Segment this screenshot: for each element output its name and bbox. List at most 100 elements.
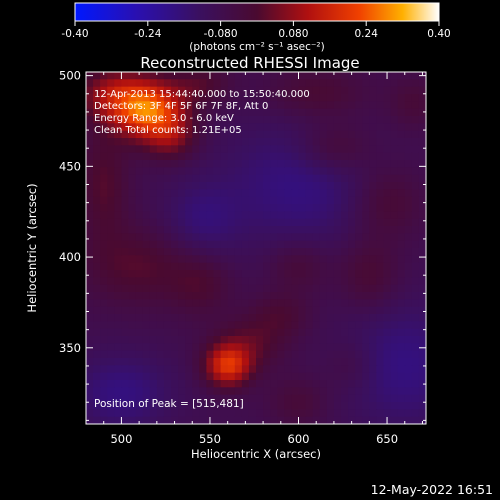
heatmap-cell (305, 174, 314, 183)
heatmap-cell (142, 292, 151, 300)
heatmap-cell (362, 152, 370, 161)
heatmap-cell (333, 182, 342, 190)
heatmap-cell (326, 101, 335, 110)
heatmap-cell (270, 196, 278, 205)
heatmap-cell (241, 277, 250, 286)
heatmap-cell (291, 358, 300, 366)
heatmap-cell (369, 145, 378, 154)
heatmap-cell (93, 394, 101, 403)
heatmap-cell (227, 380, 236, 388)
heatmap-cell (284, 306, 293, 315)
heatmap-cell (93, 182, 101, 190)
heatmap-cell (341, 189, 349, 198)
heatmap-cell (248, 160, 257, 168)
heatmap-cell (171, 394, 179, 403)
heatmap-cell (411, 174, 420, 183)
heatmap-cell (185, 284, 193, 293)
heatmap-cell (418, 204, 426, 212)
heatmap-cell (114, 380, 123, 388)
heatmap-cell (376, 196, 385, 205)
heatmap-cell (114, 160, 123, 168)
heatmap-cell (411, 116, 420, 124)
heatmap-cell (142, 248, 151, 256)
heatmap-cell (369, 336, 378, 344)
heatmap-cell (404, 284, 413, 293)
heatmap-cell (263, 394, 271, 403)
heatmap-cell (185, 248, 193, 256)
heatmap-cell (199, 174, 208, 183)
heatmap-cell (220, 321, 229, 330)
heatmap-cell (319, 218, 328, 227)
heatmap-cell (383, 226, 392, 234)
heatmap-cell (248, 248, 257, 256)
heatmap-cell (234, 380, 243, 388)
heatmap-cell (341, 343, 349, 352)
heatmap-cell (404, 402, 413, 410)
heatmap-cell (121, 182, 130, 190)
heatmap-cell (100, 79, 108, 88)
heatmap-cell (418, 306, 426, 315)
heatmap-cell (284, 262, 293, 271)
heatmap-cell (234, 321, 243, 330)
heatmap-cell (163, 365, 172, 374)
heatmap-cell (107, 94, 115, 102)
heatmap-cell (227, 130, 236, 139)
heatmap-cell (128, 79, 137, 88)
heatmap-cell (213, 321, 222, 330)
heatmap-cell (149, 380, 158, 388)
heatmap-cell (171, 409, 179, 418)
heatmap-cell (213, 79, 222, 88)
heatmap-cell (234, 314, 243, 322)
heatmap-cell (156, 138, 165, 146)
heatmap-cell (341, 380, 349, 388)
heatmap-cell (114, 94, 123, 102)
heatmap-cell (369, 284, 378, 293)
heatmap-cell (114, 116, 123, 124)
heatmap-cell (227, 145, 236, 154)
heatmap-cell (107, 138, 115, 146)
heatmap-cell (234, 292, 243, 300)
heatmap-cell (128, 94, 137, 102)
heatmap-cell (121, 101, 130, 110)
heatmap-cell (199, 167, 208, 176)
heatmap-cell (206, 182, 215, 190)
heatmap-cell (277, 314, 285, 322)
heatmap-cell (100, 299, 108, 308)
heatmap-cell (100, 218, 108, 227)
heatmap-cell (185, 270, 193, 278)
heatmap-cell (319, 108, 328, 117)
heatmap-cell (199, 416, 208, 424)
heatmap-cell (93, 365, 101, 374)
heatmap-cell (206, 108, 215, 117)
heatmap-cell (128, 86, 137, 95)
heatmap-cell (93, 328, 101, 337)
heatmap-cell (93, 270, 101, 278)
heatmap-cell (128, 299, 137, 308)
heatmap-cell (404, 145, 413, 154)
heatmap-cell (227, 72, 236, 80)
heatmap-cell (107, 108, 115, 117)
heatmap-cell (383, 343, 392, 352)
heatmap-cell (241, 138, 250, 146)
heatmap-cell (178, 130, 186, 139)
heatmap-cell (199, 292, 208, 300)
heatmap-cell (114, 387, 123, 396)
heatmap-cell (404, 394, 413, 403)
heatmap-cell (114, 262, 123, 271)
heatmap-cell (312, 284, 321, 293)
heatmap-cell (100, 387, 108, 396)
heatmap-cell (256, 233, 264, 242)
heatmap-cell (213, 314, 222, 322)
heatmap-cell (333, 321, 342, 330)
heatmap-cell (369, 321, 378, 330)
heatmap-cell (163, 138, 172, 146)
heatmap-cell (326, 189, 335, 198)
heatmap-cell (369, 101, 378, 110)
heatmap-cell (362, 72, 370, 80)
heatmap-cell (326, 116, 335, 124)
heatmap-cell (178, 292, 186, 300)
heatmap-cell (100, 226, 108, 234)
heatmap-cell (135, 116, 144, 124)
heatmap-cell (107, 204, 115, 212)
heatmap-cell (362, 270, 370, 278)
